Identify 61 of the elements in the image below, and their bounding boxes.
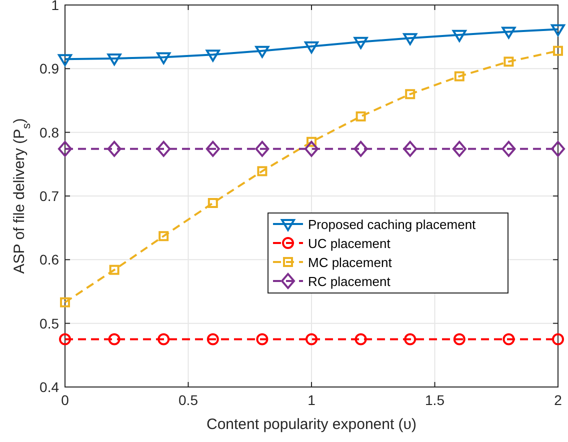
point xyxy=(354,140,368,157)
point xyxy=(452,140,466,157)
x-axis-title: Content popularity exponent (υ) xyxy=(206,416,416,433)
y-tick-label: 0.4 xyxy=(40,379,60,395)
point xyxy=(452,30,466,42)
point xyxy=(206,140,220,157)
legend-label: MC placement xyxy=(308,255,392,270)
y-tick-label: 1 xyxy=(51,0,60,13)
point xyxy=(552,333,564,346)
point xyxy=(304,41,318,54)
point xyxy=(551,24,565,36)
y-tick-label: 0.6 xyxy=(40,252,60,268)
point xyxy=(306,333,318,346)
point xyxy=(256,333,268,346)
point xyxy=(454,71,464,82)
point xyxy=(107,53,122,66)
y-tick-label: 0.5 xyxy=(40,315,60,332)
point xyxy=(502,140,516,157)
point xyxy=(107,140,122,157)
point xyxy=(158,231,169,242)
y-tick-label: 0.7 xyxy=(40,188,60,204)
point xyxy=(405,89,416,100)
x-tick-label: 1 xyxy=(308,392,316,408)
y-tick-label: 0.8 xyxy=(40,124,60,140)
point xyxy=(304,140,318,157)
x-tick-label: 0 xyxy=(61,392,70,408)
point xyxy=(158,333,170,346)
point xyxy=(208,198,218,208)
point xyxy=(354,333,367,346)
point xyxy=(58,54,72,66)
point xyxy=(403,33,418,46)
point xyxy=(502,26,516,39)
point xyxy=(58,140,72,157)
point xyxy=(255,140,270,157)
point xyxy=(206,50,220,62)
point xyxy=(109,264,120,275)
x-tick-label: 1.5 xyxy=(425,392,445,408)
x-tick-label: 2 xyxy=(554,392,562,408)
point xyxy=(206,333,219,346)
point xyxy=(354,36,368,49)
point xyxy=(453,333,466,346)
point xyxy=(356,111,366,122)
point xyxy=(504,56,514,67)
legend-label: Proposed caching placement xyxy=(308,217,476,232)
point xyxy=(551,140,565,157)
point xyxy=(306,136,316,147)
point xyxy=(257,166,268,176)
legend-label: RC placement xyxy=(308,274,391,289)
x-tick-label: 0.5 xyxy=(178,392,198,408)
y-tick-label: 0.9 xyxy=(40,60,60,77)
point xyxy=(60,297,70,308)
point xyxy=(404,333,416,346)
point xyxy=(59,333,71,346)
point xyxy=(502,333,515,346)
point xyxy=(553,46,563,56)
point xyxy=(108,333,120,346)
point xyxy=(156,140,171,157)
point xyxy=(403,140,418,157)
point xyxy=(255,46,270,58)
point xyxy=(156,52,171,64)
legend-label: UC placement xyxy=(308,236,391,251)
